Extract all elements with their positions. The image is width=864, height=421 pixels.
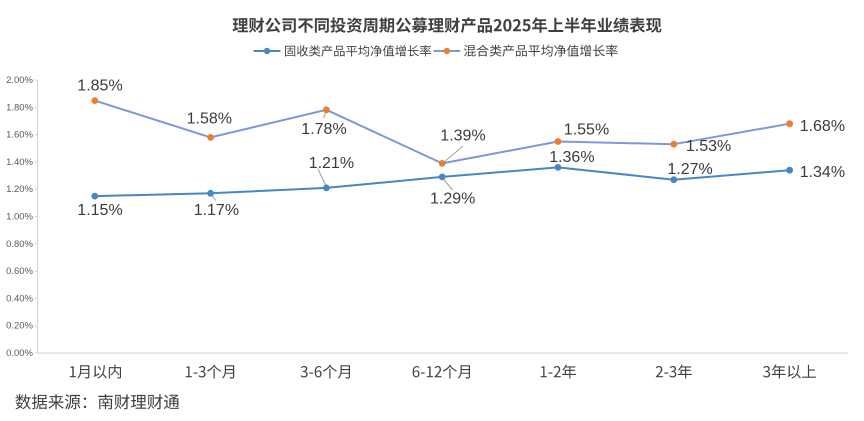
svg-text:1.58%: 1.58%: [187, 110, 232, 127]
svg-text:1.21%: 1.21%: [309, 155, 354, 172]
svg-text:0.00%: 0.00%: [6, 348, 33, 359]
svg-text:1.39%: 1.39%: [440, 127, 485, 144]
svg-text:1.27%: 1.27%: [667, 161, 712, 178]
svg-text:1.78%: 1.78%: [301, 121, 346, 138]
svg-text:1.36%: 1.36%: [549, 149, 594, 166]
svg-text:1.17%: 1.17%: [194, 202, 239, 219]
svg-text:1.29%: 1.29%: [430, 190, 475, 207]
svg-text:1.15%: 1.15%: [77, 202, 122, 219]
svg-text:0.20%: 0.20%: [6, 321, 33, 332]
svg-text:2.00%: 2.00%: [6, 75, 33, 86]
svg-text:1.85%: 1.85%: [77, 78, 122, 95]
svg-text:0.80%: 0.80%: [6, 239, 33, 250]
svg-text:1.34%: 1.34%: [800, 164, 845, 181]
svg-text:1.20%: 1.20%: [6, 184, 33, 195]
svg-text:1.60%: 1.60%: [6, 130, 33, 141]
svg-text:1.55%: 1.55%: [564, 121, 609, 138]
svg-text:0.60%: 0.60%: [6, 266, 33, 277]
svg-text:1.00%: 1.00%: [6, 212, 33, 223]
svg-text:1.80%: 1.80%: [6, 102, 33, 113]
svg-text:1.53%: 1.53%: [686, 138, 731, 155]
svg-text:1.40%: 1.40%: [6, 157, 33, 168]
svg-text:0.40%: 0.40%: [6, 293, 33, 304]
svg-text:1.68%: 1.68%: [800, 118, 845, 135]
